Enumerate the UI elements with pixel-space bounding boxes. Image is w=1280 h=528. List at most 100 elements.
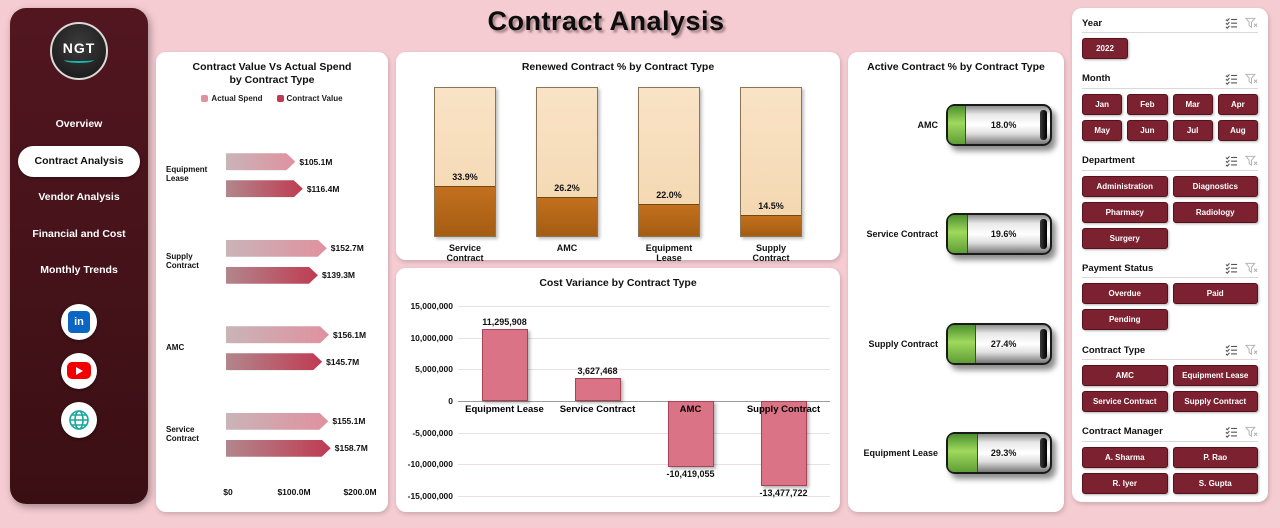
variance-bar-amc[interactable] bbox=[667, 401, 714, 467]
filter-option-2022[interactable]: 2022 bbox=[1082, 38, 1128, 59]
clear-filter-icon[interactable] bbox=[1245, 344, 1258, 356]
value-label: 33.9% bbox=[452, 171, 478, 182]
filter-option-may[interactable]: May bbox=[1082, 119, 1123, 141]
website-button[interactable] bbox=[61, 401, 97, 438]
gauge-row-amc: AMC 18.0% bbox=[854, 104, 1052, 146]
filter-option-pharmacy[interactable]: Pharmacy bbox=[1082, 201, 1168, 223]
category-label: Service Contract bbox=[559, 404, 636, 415]
y-tick: -10,000,000 bbox=[407, 459, 453, 470]
filter-option-s-gupta[interactable]: S. Gupta bbox=[1172, 472, 1258, 494]
category-label: Equipment Lease bbox=[465, 404, 544, 415]
filter-option-overdue[interactable]: Overdue bbox=[1082, 283, 1168, 305]
actual-spend-bar-service-contract[interactable] bbox=[226, 413, 328, 430]
multiselect-icon[interactable] bbox=[1225, 344, 1238, 357]
y-tick: 10,000,000 bbox=[410, 332, 453, 343]
active-gauge-equipment-lease[interactable]: 29.3% bbox=[946, 431, 1052, 474]
filter-option-feb[interactable]: Feb bbox=[1127, 93, 1168, 115]
slicer-header: Contract Manager bbox=[1082, 426, 1258, 442]
renewed-bar-equipment-lease[interactable]: 22.0% bbox=[638, 87, 700, 238]
renewed-bars-area: 33.9% Service Contract 26.2% AMC 22.0% Equipm… bbox=[396, 87, 840, 263]
value-label: $139.3M bbox=[321, 270, 356, 281]
renewed-fill bbox=[741, 214, 801, 237]
slicer-month: Month Jan Feb Mar Apr May Jun Jul Aug bbox=[1082, 72, 1258, 143]
filter-option-p-rao[interactable]: P. Rao bbox=[1172, 446, 1258, 468]
multiselect-icon[interactable] bbox=[1225, 17, 1238, 29]
youtube-button[interactable] bbox=[61, 352, 97, 389]
sidebar-item-monthly-trends[interactable]: Monthly Trends bbox=[40, 264, 118, 277]
variance-bar-service-contract[interactable] bbox=[574, 378, 621, 401]
renewed-bar-amc[interactable]: 26.2% bbox=[536, 87, 598, 238]
filter-option-diagnostics[interactable]: Diagnostics bbox=[1172, 175, 1258, 197]
filter-option-administration[interactable]: Administration bbox=[1082, 175, 1168, 197]
sidebar-item-financial-and-cost[interactable]: Financial and Cost bbox=[32, 227, 126, 240]
slicer-header: Payment Status bbox=[1082, 262, 1258, 279]
filter-option-jun[interactable]: Jun bbox=[1127, 119, 1168, 141]
actual-spend-bar-amc[interactable] bbox=[226, 326, 329, 343]
actual-spend-bar-supply-contract[interactable] bbox=[226, 240, 327, 257]
variance-bar-equipment-lease[interactable] bbox=[481, 329, 528, 401]
filter-option-jan[interactable]: Jan bbox=[1082, 93, 1123, 115]
sidebar-item-vendor-analysis[interactable]: Vendor Analysis bbox=[38, 191, 120, 204]
contract-value-bar-supply-contract[interactable] bbox=[226, 267, 318, 284]
filter-option-surgery[interactable]: Surgery bbox=[1082, 227, 1168, 249]
multiselect-icon[interactable] bbox=[1225, 73, 1238, 85]
filter-option-mar[interactable]: Mar bbox=[1172, 93, 1213, 115]
multiselect-icon[interactable] bbox=[1225, 262, 1238, 275]
filter-option-a-sharma[interactable]: A. Sharma bbox=[1082, 446, 1168, 468]
clear-filter-icon[interactable] bbox=[1245, 426, 1258, 438]
contract-value-bar-service-contract[interactable] bbox=[226, 440, 331, 457]
filter-option-r-iyer[interactable]: R. Iyer bbox=[1082, 472, 1168, 494]
category-group-equipment-lease: Equipment Lease $105.1M $116.4M bbox=[164, 153, 384, 197]
filter-option-amc[interactable]: AMC bbox=[1082, 365, 1168, 387]
category-label: Equipment Lease bbox=[863, 447, 938, 458]
y-tick: 5,000,000 bbox=[415, 364, 453, 375]
value-label: 26.2% bbox=[554, 183, 580, 194]
filter-option-radiology[interactable]: Radiology bbox=[1172, 201, 1258, 223]
value-label: $116.4M bbox=[306, 183, 340, 194]
chart-title: Renewed Contract % by Contract Type bbox=[521, 61, 715, 73]
category-label: Supply Contract bbox=[868, 338, 938, 349]
sidebar-item-contract-analysis[interactable]: Contract Analysis bbox=[18, 145, 140, 178]
renewed-bar-supply-contract[interactable]: 14.5% bbox=[740, 87, 802, 238]
slicer-title: Payment Status bbox=[1082, 262, 1154, 274]
filter-option-service-contract[interactable]: Service Contract bbox=[1082, 391, 1168, 413]
active-gauge-service-contract[interactable]: 19.6% bbox=[946, 213, 1052, 256]
clear-filter-icon[interactable] bbox=[1245, 17, 1258, 29]
filter-option-supply-contract[interactable]: Supply Contract bbox=[1172, 391, 1258, 413]
linkedin-button[interactable]: in bbox=[61, 303, 97, 340]
variance-bar-supply-contract[interactable] bbox=[760, 401, 807, 487]
slicer-contract-manager: Contract Manager A. Sharma P. Rao R. Iyer S.… bbox=[1082, 425, 1258, 496]
filter-option-apr[interactable]: Apr bbox=[1217, 93, 1258, 115]
x-tick: $0 bbox=[223, 487, 233, 497]
variance-plot-area: 15,000,000 10,000,000 5,000,000 0 -5,000,000… bbox=[408, 301, 830, 501]
contract-value-bar-equipment-lease[interactable] bbox=[226, 180, 303, 197]
renewed-fill bbox=[639, 203, 699, 237]
active-gauge-amc[interactable]: 18.0% bbox=[946, 104, 1052, 146]
multiselect-icon[interactable] bbox=[1225, 155, 1238, 167]
filter-option-pending[interactable]: Pending bbox=[1082, 309, 1168, 331]
category-label: AMC bbox=[166, 342, 185, 352]
gridline bbox=[458, 496, 830, 497]
slicer-options: A. Sharma P. Rao R. Iyer S. Gupta bbox=[1082, 446, 1258, 494]
category-group-service-contract: Service Contract $155.1M $158.7M bbox=[164, 413, 384, 457]
sidebar-item-overview[interactable]: Overview bbox=[55, 118, 103, 130]
actual-spend-bar-equipment-lease[interactable] bbox=[226, 153, 295, 170]
gauge-area: AMC 18.0% Service Contract 19.6% Supply Cont… bbox=[854, 104, 1052, 474]
filter-option-aug[interactable]: Aug bbox=[1217, 119, 1258, 141]
filter-option-paid[interactable]: Paid bbox=[1172, 283, 1258, 305]
clear-filter-icon[interactable] bbox=[1245, 262, 1258, 274]
linkedin-icon: in bbox=[68, 310, 90, 333]
active-gauge-supply-contract[interactable]: 27.4% bbox=[946, 322, 1052, 365]
clear-filter-icon[interactable] bbox=[1245, 73, 1258, 85]
value-label: 18.0% bbox=[990, 120, 1017, 130]
filter-option-equipment-lease[interactable]: Equipment Lease bbox=[1172, 365, 1258, 387]
legend-label: Actual Spend bbox=[211, 94, 263, 104]
multiselect-icon[interactable] bbox=[1225, 426, 1238, 438]
filter-option-jul[interactable]: Jul bbox=[1172, 119, 1213, 141]
gauge-row-supply-contract: Supply Contract 27.4% bbox=[854, 322, 1052, 365]
value-label: -10,419,055 bbox=[666, 468, 715, 479]
contract-value-bar-amc[interactable] bbox=[226, 353, 322, 370]
renewed-bar-service-contract[interactable]: 33.9% bbox=[434, 87, 496, 238]
clear-filter-icon[interactable] bbox=[1245, 155, 1258, 167]
